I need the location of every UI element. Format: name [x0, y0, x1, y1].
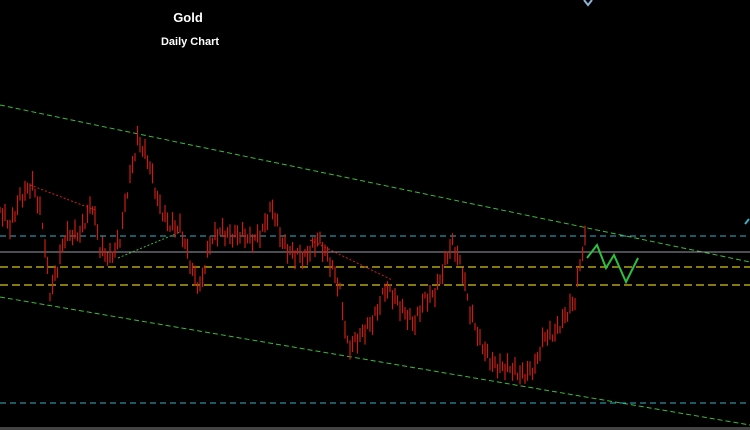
- arrow-marker: [583, 0, 593, 7]
- projection: [586, 242, 639, 285]
- trend-line: [117, 231, 181, 259]
- chart-subtitle: Daily Chart: [161, 36, 219, 48]
- chart-title: Gold: [173, 10, 203, 25]
- channel-lower: [0, 296, 750, 426]
- trend-line: [309, 239, 393, 281]
- arrow-marker: [744, 218, 750, 225]
- bottom-strip: [0, 427, 750, 430]
- price-bars: [0, 125, 586, 385]
